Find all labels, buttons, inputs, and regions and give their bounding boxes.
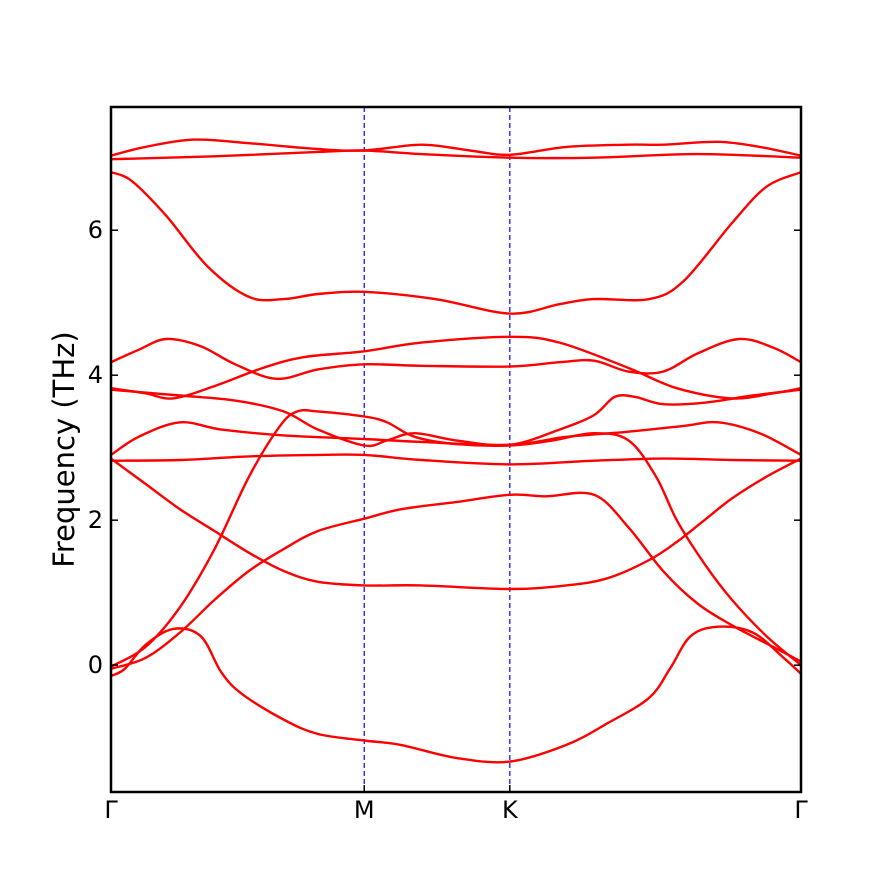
band-curves [109, 138, 803, 764]
band-line [109, 491, 803, 670]
y-tick-label: 4 [88, 361, 103, 389]
x-tick-label: K [502, 796, 519, 824]
band-line [109, 420, 803, 457]
band-line [109, 408, 803, 668]
x-tick-label: Γ [104, 796, 118, 824]
band-line [109, 138, 803, 157]
band-line [109, 149, 803, 161]
y-axis-label: Frequency (THz) [47, 331, 81, 567]
y-tick-label: 6 [88, 216, 103, 244]
x-tick-label: Γ [794, 796, 808, 824]
y-tick-label: 2 [88, 506, 103, 534]
band-line [109, 453, 803, 466]
high-symmetry-lines [363, 107, 511, 792]
band-line [109, 171, 803, 315]
band-line [109, 625, 803, 764]
y-ticks: 0 2 4 6 [88, 216, 801, 679]
y-tick-label: 0 [88, 651, 103, 679]
band-line [109, 457, 803, 591]
plot-frame [109, 105, 803, 794]
band-line [109, 388, 803, 448]
band-line [109, 335, 803, 400]
band-line [109, 337, 803, 381]
x-tick-label: M [354, 796, 375, 824]
